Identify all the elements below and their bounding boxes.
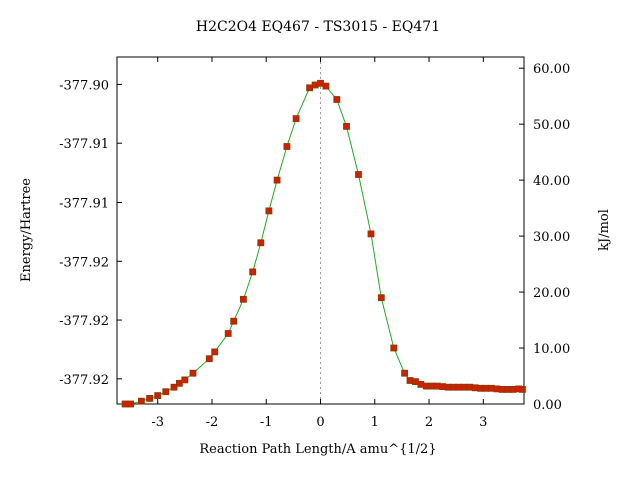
y-right-tick-label: 10.00 (533, 342, 570, 357)
y-axis-right: 0.00 10.00 20.00 30.00 40.00 50.00 60.00 (519, 62, 570, 413)
data-point (355, 171, 362, 178)
y-left-tick-label: -377.92 (59, 373, 109, 388)
y-left-tick-label: -377.91 (59, 197, 109, 212)
data-point (333, 96, 341, 103)
data-point (322, 82, 330, 90)
data-point (189, 369, 197, 377)
x-axis-label: Reaction Path Length/A amu^{1/2} (199, 442, 436, 457)
x-tick-label: -2 (206, 415, 219, 430)
data-point (146, 394, 154, 402)
y-left-tick-label: -377.90 (59, 78, 109, 93)
x-tick-label: -3 (151, 415, 164, 430)
data-point (283, 143, 291, 150)
x-tick-label: 3 (479, 415, 487, 430)
x-tick-label: 1 (371, 415, 379, 430)
y-axis-left-label: Energy/Hartree (19, 178, 34, 282)
data-point (257, 239, 265, 247)
y-right-tick-label: 0.00 (533, 398, 562, 413)
data-point (377, 294, 385, 302)
y-axis-right-label: kJ/mol (597, 209, 612, 251)
data-point (519, 385, 526, 393)
x-axis: -3 -2 -1 0 1 2 3 (151, 57, 487, 430)
data-point (249, 268, 257, 276)
y-right-tick-label: 40.00 (533, 174, 570, 189)
data-point (205, 355, 213, 363)
y-right-tick-label: 30.00 (533, 230, 570, 245)
y-right-tick-label: 20.00 (533, 286, 570, 301)
y-right-tick-label: 60.00 (533, 62, 570, 77)
data-point (239, 295, 247, 303)
data-point (343, 123, 350, 130)
data-point (292, 115, 300, 122)
y-axis-left: -377.90 -377.91 -377.91 -377.92 -377.92 -377.… (59, 78, 122, 388)
plot-frame (116, 56, 525, 405)
series-points (121, 79, 526, 408)
chart-title: H2C2O4 EQ467 - TS3015 - EQ471 (196, 19, 440, 35)
data-point (162, 388, 170, 396)
data-point (127, 400, 134, 408)
data-point (390, 344, 398, 352)
data-point (154, 392, 162, 400)
data-point (121, 400, 129, 408)
data-point (181, 376, 189, 384)
y-left-tick-label: -377.92 (59, 255, 109, 270)
data-point (367, 230, 375, 238)
series-line (125, 82, 523, 405)
data-point (224, 330, 232, 337)
data-point (170, 383, 178, 391)
y-left-tick-label: -377.92 (59, 314, 109, 329)
data-point (137, 397, 145, 405)
data-point (230, 317, 238, 325)
x-tick-label: 0 (316, 415, 324, 430)
y-right-tick-label: 50.00 (533, 118, 570, 133)
y-left-tick-label: -377.91 (59, 137, 109, 152)
data-point (211, 348, 219, 356)
x-tick-label: 2 (425, 415, 433, 430)
data-point (509, 385, 517, 393)
data-point (265, 207, 273, 215)
x-tick-label: -1 (260, 415, 273, 430)
data-point (273, 176, 281, 184)
data-point (401, 369, 409, 377)
